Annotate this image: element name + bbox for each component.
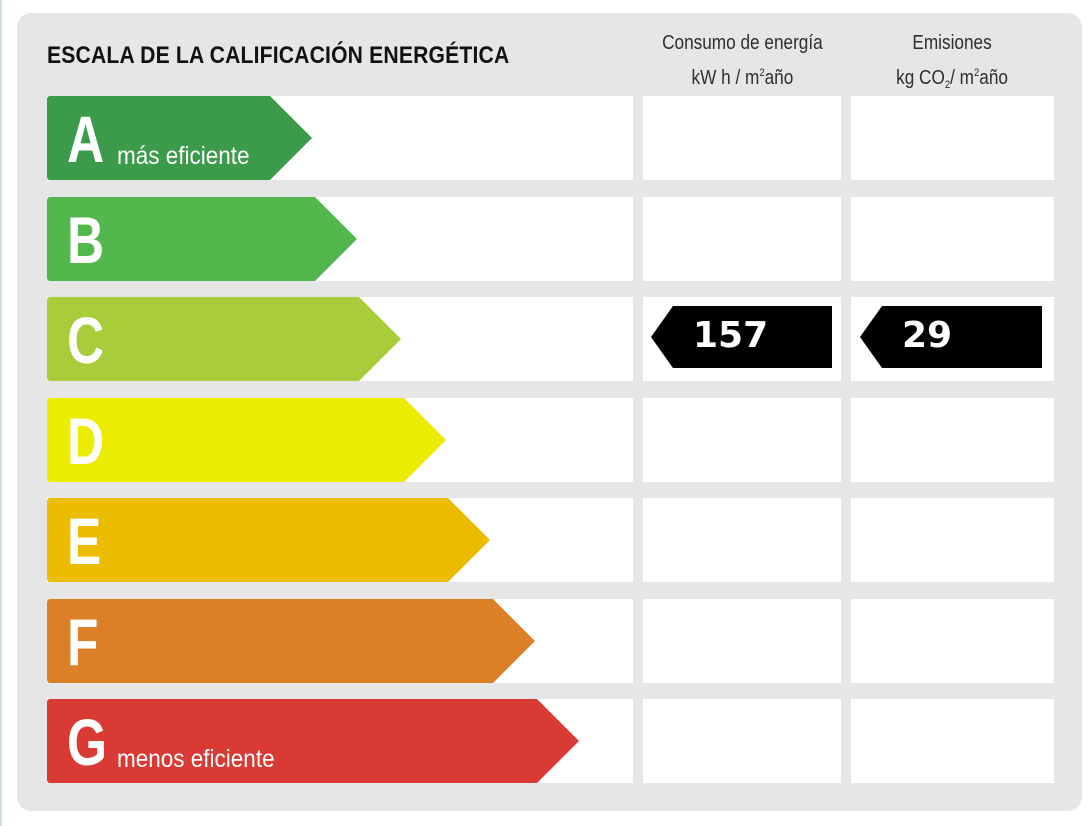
rating-arrow-c: C [47,297,401,381]
rating-arrow-f: F [47,599,535,683]
energy-value-cell [643,96,841,180]
rating-bar-cell: F [47,599,633,683]
emissions-value: 29 [902,315,953,356]
emissions-column-header: Emisiones kg CO2/ m2año [851,28,1054,100]
energy-column-header: Consumo de energía kW h / m2año [643,28,841,93]
rating-letter: B [67,203,105,277]
scale-title: ESCALA DE LA CALIFICACIÓN ENERGÉTICA [47,42,510,69]
rating-row-e: E [0,498,1089,582]
emissions-value-cell [851,96,1054,180]
rating-letter: A [67,102,105,176]
rating-letter: G [67,705,108,779]
emissions-header-unit: kg CO2/ m2año [896,67,1009,91]
rating-bar-cell: D [47,398,633,482]
rating-arrow-d: D [47,398,446,482]
emissions-value-cell: 29 [851,297,1054,381]
emissions-value-cell [851,498,1054,582]
energy-header-unit: kW h / m2año [691,67,793,89]
edge-line [0,0,2,826]
rating-row-b: B [0,197,1089,281]
rating-row-f: F [0,599,1089,683]
energy-header-label: Consumo de energía [661,32,823,54]
rating-bar-cell: B [47,197,633,281]
tag-pointer [860,306,882,368]
emissions-header-label: Emisiones [912,32,993,54]
energy-value-cell [643,699,841,783]
energy-value-cell [643,398,841,482]
rating-row-d: D [0,398,1089,482]
energy-value: 157 [693,315,769,356]
emissions-value-cell [851,197,1054,281]
rating-sublabel: más eficiente [117,142,250,170]
rating-row-c: C 157 29 [0,297,1089,381]
energy-value-tag: 157 [651,306,832,368]
rating-bar-cell: E [47,498,633,582]
energy-value-cell [643,197,841,281]
rating-letter: D [67,404,105,478]
emissions-value-cell [851,699,1054,783]
emissions-value-tag: 29 [860,306,1042,368]
rating-arrow-b: B [47,197,357,281]
rating-sublabel: menos eficiente [117,745,275,773]
rating-bar-cell: C [47,297,633,381]
energy-value-cell: 157 [643,297,841,381]
emissions-value-cell [851,599,1054,683]
tag-pointer [651,306,673,368]
rating-letter: C [67,303,105,377]
rating-letter: F [67,605,99,679]
emissions-value-cell [851,398,1054,482]
energy-value-cell [643,599,841,683]
energy-value-cell [643,498,841,582]
rating-arrow-e: E [47,498,490,582]
rating-letter: E [67,504,102,578]
